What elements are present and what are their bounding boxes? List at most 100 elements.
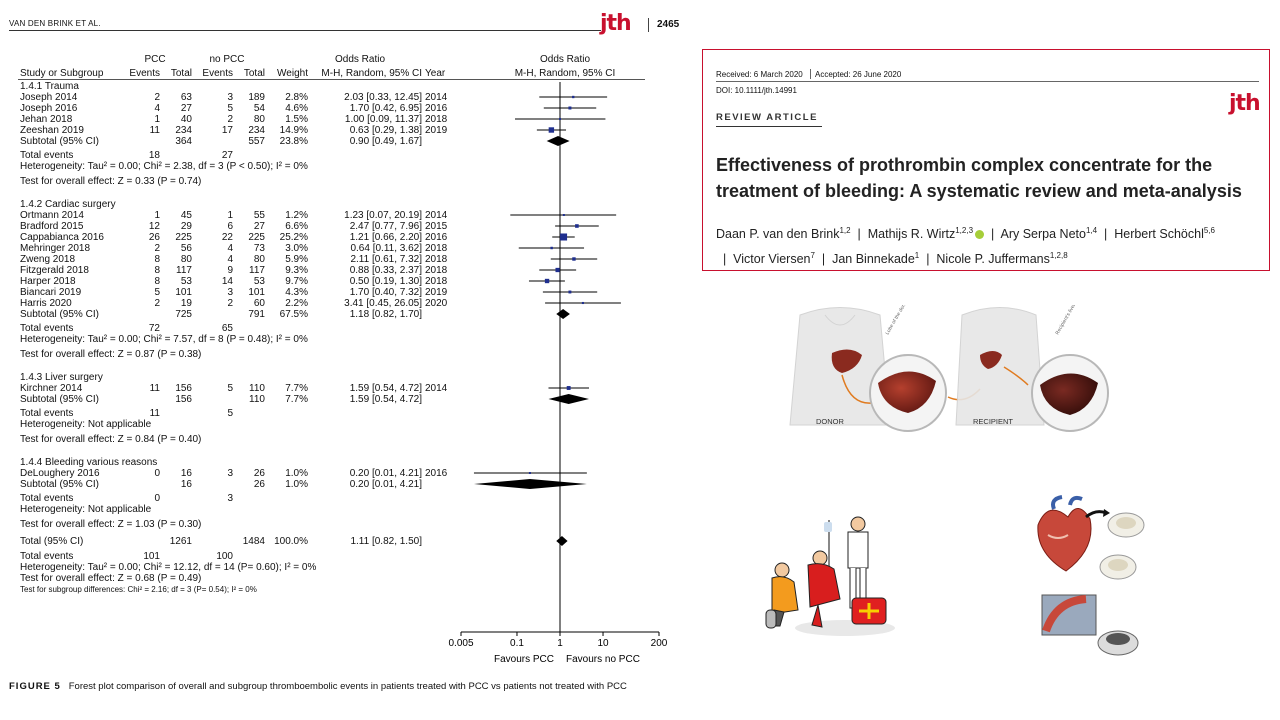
total-events-nopcc: 3 [227, 493, 233, 504]
total-events-pcc: 18 [148, 150, 160, 161]
figure-caption-text: Forest plot comparison of overall and su… [68, 681, 627, 692]
author-affiliation: 5,6 [1203, 226, 1215, 235]
study-weight: 9.7% [285, 276, 308, 287]
nopcc-events: 2 [227, 298, 233, 309]
nopcc-total: 225 [248, 232, 265, 243]
author-name: Mathijs R. Wirtz [867, 227, 956, 242]
nopcc-events: 5 [227, 103, 233, 114]
recipient-label: RECIPIENT [973, 417, 1013, 426]
study-weight: 4.6% [285, 103, 308, 114]
pcc-total: 40 [180, 114, 192, 125]
card-top-rule [716, 81, 1259, 82]
study-point [581, 301, 584, 305]
pooled-diamond [473, 479, 587, 489]
author-name: Jan Binnekade [832, 252, 915, 267]
study-odds-ratio: 2.11 [0.61, 7.32] [350, 254, 422, 265]
test-text: Test for overall effect: Z = 0.84 (P = 0… [20, 434, 202, 445]
nopcc-events: 17 [221, 125, 233, 136]
subtotal-odds-ratio: 0.20 [0.01, 4.21] [349, 479, 422, 490]
author[interactable]: Ary Serpa Neto1,4 [1000, 226, 1098, 242]
study-year: 2019 [425, 125, 448, 136]
subgroup-heading: 1.4.3 Liver surgery [20, 372, 103, 383]
article-type: REVIEW ARTICLE [716, 112, 818, 123]
journal-logo-card: jth [1229, 91, 1261, 116]
nopcc-events: 5 [227, 383, 233, 394]
author[interactable]: Jan Binnekade1 [832, 251, 919, 267]
subtotal-nopcc-total: 1484 [242, 536, 265, 547]
nopcc-total: 54 [253, 103, 265, 114]
nopcc-total: 189 [248, 92, 265, 103]
nopcc-events: 6 [227, 221, 233, 232]
study-year: 2014 [425, 92, 448, 103]
nopcc-events: 14 [221, 276, 233, 287]
journal-logo: jth [600, 11, 632, 36]
pcc-events: 26 [148, 232, 160, 243]
author-separator: | [716, 252, 734, 267]
author-name: Nicole P. Juffermans [936, 252, 1050, 267]
subtotal-nopcc-total: 557 [248, 136, 265, 147]
page-number-divider [648, 18, 649, 32]
study-weight: 2.8% [285, 92, 308, 103]
article-type-underline [716, 126, 822, 127]
date-divider [810, 69, 811, 79]
author[interactable]: Herbert Schöchl5,6 [1114, 226, 1215, 241]
pcc-events: 11 [149, 383, 160, 394]
study-name: Jehan 2018 [20, 114, 73, 125]
study-odds-ratio: 3.41 [0.45, 26.05] [344, 298, 422, 309]
author[interactable]: Mathijs R. Wirtz1,2,3 [867, 226, 985, 242]
orcid-icon[interactable] [975, 230, 985, 240]
nopcc-events: 22 [221, 232, 233, 243]
nopcc-total: 234 [248, 125, 265, 136]
valve-arrow-icon [1085, 510, 1107, 519]
header-year: Year [425, 68, 446, 79]
pcc-total: 27 [180, 103, 192, 114]
test-text: Test for overall effect: Z = 1.03 (P = 0… [20, 519, 202, 530]
study-point [528, 472, 531, 474]
total-events-nopcc: 100 [216, 551, 233, 562]
author-affiliation: 1,2,3 [955, 226, 974, 235]
study-point [566, 386, 571, 390]
study-year: 2020 [425, 298, 448, 309]
study-odds-ratio: 1.59 [0.54, 4.72] [349, 383, 422, 394]
nopcc-total: 110 [249, 383, 265, 394]
pcc-total: 80 [180, 254, 192, 265]
nopcc-events: 2 [227, 114, 233, 125]
figure-label: FIGURE 5 [9, 681, 61, 692]
nopcc-events: 1 [227, 210, 233, 221]
subgroup-heading: 1.4.1 Trauma [20, 81, 79, 92]
study-year: 2018 [425, 276, 448, 287]
article-title: Effectiveness of prothrombin complex con… [716, 155, 1242, 201]
study-odds-ratio: 1.00 [0.09, 11.37] [344, 114, 422, 125]
iv-pole-icon [828, 520, 830, 580]
study-odds-ratio: 1.70 [0.42, 6.95] [349, 103, 422, 114]
arrow-to-liver [841, 374, 873, 404]
article-card: Received: 6 March 2020 Accepted: 26 June… [702, 49, 1270, 271]
study-name: Zweng 2018 [20, 254, 76, 265]
standing-medic-icon [847, 516, 869, 609]
study-weight: 6.6% [285, 221, 308, 232]
header-weight: Weight [277, 68, 308, 79]
author-affiliation: 1,4 [1085, 226, 1098, 235]
subtotal-label: Subtotal (95% CI) [20, 479, 99, 490]
subtotal-weight: 7.7% [285, 394, 308, 405]
header-rule [18, 79, 645, 80]
study-point [548, 127, 555, 133]
subtotal-odds-ratio: 0.90 [0.49, 1.67] [349, 136, 422, 147]
author[interactable]: Nicole P. Juffermans1,2,8 [936, 251, 1067, 267]
author-name: Ary Serpa Neto [1000, 227, 1086, 242]
pcc-total: 56 [180, 243, 192, 254]
subtotal-odds-ratio: 1.59 [0.54, 4.72] [349, 394, 422, 405]
subtotal-odds-ratio: 1.18 [0.82, 1.70] [349, 309, 422, 320]
author[interactable]: Daan P. van den Brink1,2 [716, 226, 851, 241]
author-list: Daan P. van den Brink1,2 | Mathijs R. Wi… [716, 220, 1261, 270]
study-year: 2018 [425, 265, 448, 276]
study-name: Zeeshan 2019 [20, 125, 84, 136]
author[interactable]: Victor Viersen7 [733, 251, 815, 266]
arrow-to-new-liver [1003, 366, 1029, 386]
subtotal-nopcc-total: 791 [248, 309, 265, 320]
total-events-label: Total events [20, 551, 74, 562]
total-events-label: Total events [20, 150, 74, 161]
pcc-total: 101 [175, 287, 192, 298]
total-events-pcc: 72 [148, 323, 160, 334]
study-point [568, 106, 572, 110]
